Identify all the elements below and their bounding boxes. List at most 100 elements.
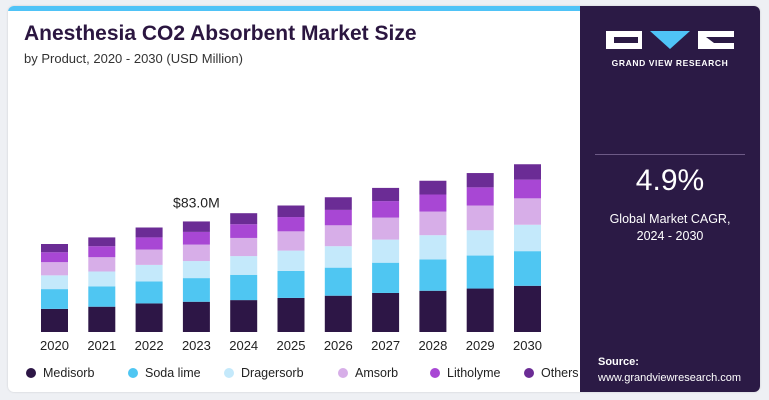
- legend-label: Soda lime: [145, 366, 201, 380]
- bar-segment-medisorb: [277, 297, 305, 332]
- bar-segment-dragersorb: [372, 239, 400, 263]
- bar-segment-medisorb: [419, 290, 447, 332]
- bar-segment-others: [419, 180, 447, 195]
- legend-swatch: [430, 368, 440, 378]
- source-link[interactable]: www.grandviewresearch.com: [598, 372, 742, 384]
- x-tick-label: 2030: [513, 338, 542, 353]
- bar-segment-litholyme: [41, 252, 68, 263]
- legend-label: Dragersorb: [241, 366, 304, 380]
- legend-label: Litholyme: [447, 366, 501, 380]
- bar-segment-litholyme: [466, 187, 494, 206]
- bar-segment-medisorb: [324, 295, 352, 332]
- bar-segment-soda-lime: [466, 255, 494, 289]
- bar-segment-others: [277, 205, 305, 218]
- bar-segment-soda-lime: [372, 262, 400, 293]
- bar-segment-amsorb: [277, 231, 305, 251]
- bar-segment-dragersorb: [135, 264, 163, 282]
- bar-segment-dragersorb: [88, 271, 116, 287]
- bar-segment-soda-lime: [514, 251, 541, 286]
- bar-segment-litholyme: [135, 237, 163, 250]
- bar-segment-dragersorb: [41, 275, 68, 290]
- bar-segment-medisorb: [514, 285, 541, 332]
- legend-swatch: [338, 368, 348, 378]
- bar-segment-litholyme: [182, 231, 210, 245]
- legend-item-soda-lime: Soda lime: [128, 366, 201, 380]
- bar-segment-medisorb: [466, 288, 494, 332]
- x-tick-label: 2026: [324, 338, 353, 353]
- x-tick-label: 2024: [229, 338, 258, 353]
- bar-segment-amsorb: [324, 225, 352, 247]
- bar-segment-others: [324, 197, 352, 210]
- legend-swatch: [524, 368, 534, 378]
- legend-item-amsorb: Amsorb: [338, 366, 398, 380]
- gvr-logo-icon: [606, 28, 734, 57]
- stacked-bar-chart: 2020 2021 2022 2023 $83.0M 2024 2025 2026 2027 20…: [40, 164, 542, 353]
- bar-segment-dragersorb: [514, 224, 541, 252]
- legend-item-others: Others: [524, 366, 579, 380]
- source-label: Source:: [598, 356, 639, 368]
- cagr-label: Global Market CAGR, 2024 - 2030: [580, 211, 760, 245]
- bar-segment-soda-lime: [324, 267, 352, 296]
- divider: [595, 154, 745, 155]
- bar-segment-dragersorb: [182, 261, 210, 279]
- bar-segment-soda-lime: [41, 289, 68, 309]
- bar-segment-others: [514, 164, 541, 180]
- x-tick-label: 2025: [277, 338, 306, 353]
- infographic-card: Anesthesia CO2 Absorbent Market Size by …: [8, 6, 760, 392]
- accent-bar: [8, 6, 580, 11]
- x-tick-label: 2020: [40, 338, 69, 353]
- x-tick-label: 2023: [182, 338, 211, 353]
- chart-subtitle: by Product, 2020 - 2030 (USD Million): [24, 51, 243, 66]
- x-tick-label: 2028: [418, 338, 447, 353]
- x-tick-label: 2029: [466, 338, 495, 353]
- bar-segment-others: [466, 173, 494, 188]
- bar-segment-medisorb: [88, 306, 116, 332]
- bar-segment-dragersorb: [324, 246, 352, 268]
- bar-segment-others: [372, 187, 400, 202]
- cagr-label-line2: 2024 - 2030: [636, 229, 704, 243]
- legend-swatch: [128, 368, 138, 378]
- bar-segment-amsorb: [230, 237, 258, 257]
- cagr-label-line1: Global Market CAGR,: [609, 212, 731, 226]
- legend-swatch: [26, 368, 36, 378]
- bar-segment-amsorb: [514, 198, 541, 225]
- x-tick-label: 2022: [135, 338, 164, 353]
- bar-segment-medisorb: [372, 292, 400, 332]
- bar-segment-amsorb: [182, 244, 210, 262]
- legend-item-dragersorb: Dragersorb: [224, 366, 304, 380]
- bar-segment-soda-lime: [135, 281, 163, 304]
- bar-segment-others: [230, 213, 258, 225]
- bar-segment-dragersorb: [466, 230, 494, 256]
- legend-item-medisorb: Medisorb: [26, 366, 94, 380]
- bar-segment-litholyme: [88, 246, 116, 258]
- legend-item-litholyme: Litholyme: [430, 366, 501, 380]
- chart-legend: Medisorb Soda lime Dragersorb Amsorb Litholy…: [26, 366, 579, 384]
- bar-segment-litholyme: [230, 224, 258, 238]
- legend-swatch: [224, 368, 234, 378]
- bar-segment-litholyme: [419, 194, 447, 212]
- bar-segment-dragersorb: [419, 235, 447, 260]
- legend-label: Medisorb: [43, 366, 95, 380]
- brand-name: GRAND VIEW RESEARCH: [611, 58, 729, 68]
- bar-segment-soda-lime: [88, 286, 116, 307]
- bar-segment-dragersorb: [230, 256, 258, 275]
- bar-segment-others: [88, 237, 116, 247]
- bar-segment-amsorb: [41, 262, 68, 276]
- bar-segment-litholyme: [372, 201, 400, 218]
- bar-segment-amsorb: [466, 205, 494, 231]
- chart-title: Anesthesia CO2 Absorbent Market Size: [24, 22, 417, 45]
- bar-segment-litholyme: [277, 217, 305, 232]
- bar-segment-others: [41, 244, 68, 253]
- data-label: $83.0M: [173, 194, 220, 210]
- cagr-value: 4.9%: [635, 164, 705, 197]
- bar-segment-amsorb: [419, 211, 447, 236]
- bar-segment-medisorb: [230, 300, 258, 332]
- bar-segment-amsorb: [372, 217, 400, 240]
- x-tick-label: 2021: [87, 338, 116, 353]
- bar-segment-litholyme: [324, 209, 352, 226]
- x-tick-label: 2027: [371, 338, 400, 353]
- bar-segment-dragersorb: [277, 250, 305, 271]
- bar-segment-medisorb: [135, 303, 163, 332]
- bar-segment-amsorb: [88, 257, 116, 272]
- bar-segment-others: [182, 221, 210, 232]
